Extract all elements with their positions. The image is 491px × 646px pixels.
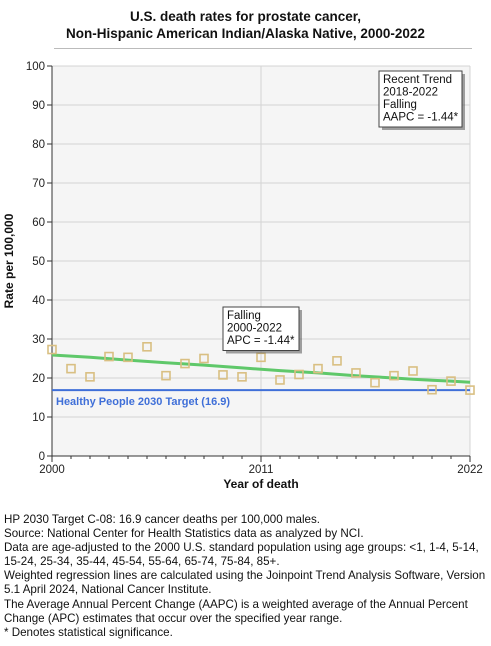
death-rate-chart: 0 10 20 30 40 50 60 70 80 90 100 2000 2011 2022 Year o…	[2, 61, 483, 491]
data-point-2000	[47, 344, 57, 355]
note-target: HP 2030 Target C-08: 16.9 cancer deaths …	[4, 513, 321, 526]
data-point-2008	[199, 353, 209, 364]
data-point-2002	[85, 372, 95, 382]
y-tick-label-6: 60	[32, 217, 45, 229]
x-tick-label-2: 2022	[457, 464, 483, 476]
x-axis-label: Year of death	[223, 477, 298, 491]
data-point-2015	[332, 356, 342, 366]
target-label: Healthy People 2030 Target (16.9)	[56, 396, 230, 408]
y-tick-label-2: 20	[32, 373, 45, 385]
overall-trend-annotation-line-3: APC = -1.44*	[227, 335, 295, 347]
data-point-2006	[161, 370, 171, 381]
data-point-2018	[389, 370, 399, 381]
note-regression: Weighted regression lines are calculated…	[4, 569, 486, 597]
data-point-2014	[313, 363, 323, 374]
recent-trend-annotation-line-2: 2018-2022	[383, 87, 438, 99]
note-source: Source: National Center for Health Stati…	[4, 527, 364, 541]
y-tick-label-4: 40	[32, 295, 45, 307]
trend-line	[51, 353, 471, 384]
data-point-2017	[370, 377, 380, 388]
data-point-2020	[427, 384, 437, 395]
x-tick-label-0: 2000	[39, 464, 65, 476]
overall-trend-annotation-box	[222, 306, 300, 351]
chart-title: U.S. death rates for prostate cancer, No…	[0, 8, 491, 42]
chart-title-line-2: Non-Hispanic American Indian/Alaska Nati…	[66, 26, 425, 41]
overall-trend-annotation-line-1: Falling	[227, 310, 261, 322]
data-point-2012	[275, 375, 285, 385]
data-point-2022	[465, 385, 475, 395]
data-point-2013	[294, 369, 304, 380]
y-tick-label-9: 90	[32, 100, 45, 112]
y-axis-label: Rate per 100,000	[2, 213, 16, 308]
recent-trend-annotation-box	[378, 70, 463, 128]
recent-trend-annotation-line-1: Recent Trend	[383, 74, 452, 86]
data-point-2021	[446, 376, 456, 386]
data-point-2001	[66, 363, 76, 374]
x-tick-label-1: 2011	[249, 464, 274, 476]
recent-trend-annotation-line-4: AAPC = -1.44*	[383, 112, 459, 124]
y-tick-label-8: 80	[32, 139, 45, 151]
footnotes: HP 2030 Target C-08: 16.9 cancer deaths …	[4, 513, 488, 640]
data-point-2004	[123, 352, 133, 363]
chart-title-line-1: U.S. death rates for prostate cancer,	[129, 9, 362, 24]
data-point-2005	[142, 341, 152, 352]
note-aapc: The Average Annual Percent Change (AAPC)…	[4, 597, 468, 625]
note-age-adjust: Data are age-adjusted to the 2000 U.S. s…	[4, 541, 479, 569]
note-significance: * Denotes statistical significance.	[4, 625, 173, 639]
y-tick-label-1: 10	[32, 412, 45, 424]
y-tick-label-5: 50	[32, 256, 45, 268]
overall-trend-annotation-line-2: 2000-2022	[227, 323, 282, 335]
y-tick-label-7: 70	[32, 178, 45, 190]
data-point-2009	[218, 370, 228, 380]
y-tick-label-0: 0	[39, 451, 45, 463]
data-point-2007	[180, 358, 190, 369]
data-point-2003	[104, 351, 114, 362]
y-tick-label-3: 30	[32, 334, 45, 346]
recent-trend-annotation-line-3: Falling	[383, 99, 417, 111]
data-point-2016	[351, 368, 361, 378]
y-tick-label-10: 100	[26, 61, 45, 73]
data-point-2010	[237, 372, 247, 382]
data-point-2019	[408, 366, 418, 376]
title-divider	[54, 48, 472, 49]
